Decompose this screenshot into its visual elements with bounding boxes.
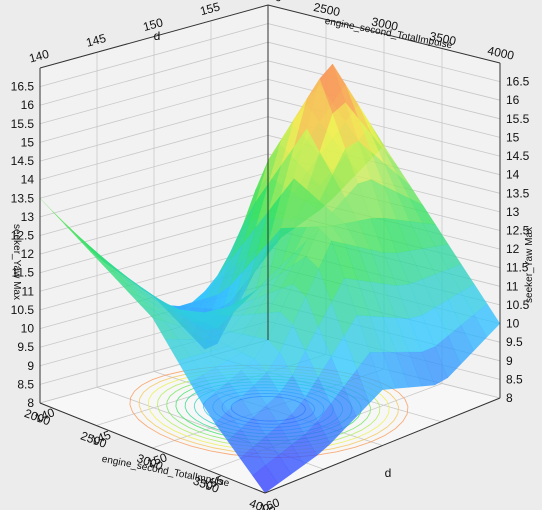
z-tick-label-left: 15 xyxy=(21,135,35,149)
d-tick-label-top: 140 xyxy=(27,47,50,66)
box-edge xyxy=(264,397,501,494)
z-tick-label-right: 8.5 xyxy=(506,372,523,386)
z-tick-label-left: 10.5 xyxy=(11,303,35,317)
z-tick-label-left: 10 xyxy=(21,322,35,336)
box-edge xyxy=(39,4,269,69)
d-axis-label-bottom: d xyxy=(385,466,392,480)
z-tick-label-right: 9.5 xyxy=(506,335,523,349)
z-tick-label-left: 11 xyxy=(22,284,35,298)
z-tick-label-right: 16.5 xyxy=(506,75,530,89)
z-tick-label-left: 8.5 xyxy=(17,377,34,391)
z-tick-label-right: 10.5 xyxy=(506,298,530,312)
z-tick-label-left: 16.5 xyxy=(11,80,35,94)
d-tick-label-top: 150 xyxy=(141,15,164,34)
z-tick-label-left: 16 xyxy=(21,98,35,112)
box-edge xyxy=(39,402,266,494)
z-tick-label-left: 14.5 xyxy=(11,154,35,168)
z-tick-label-right: 14 xyxy=(506,168,520,182)
axis-box-edges xyxy=(39,4,501,494)
z-tick-label-left: 11.5 xyxy=(12,266,35,280)
z-tick-label-right: 9 xyxy=(506,354,513,368)
box-edge xyxy=(267,4,501,64)
impulse-tick-label-top: 3000 xyxy=(370,14,399,33)
impulse-tick-label-top: 2500 xyxy=(312,0,341,19)
tick-labels: 8 8 8.5 8.5 9 9 9.5 9.5 10 10 10.5 10.5 11 11 11.5 11.5… xyxy=(11,0,530,510)
d-tick-label-top: 145 xyxy=(84,31,107,50)
z-tick-label-right: 12 xyxy=(506,242,520,256)
d-tick-label-bottom: 140 xyxy=(33,405,57,425)
z-tick-label-left: 9 xyxy=(27,359,34,373)
z-tick-label-left: 12.5 xyxy=(11,229,35,243)
z-tick-label-right: 15 xyxy=(506,130,520,144)
surface-mesh xyxy=(39,63,501,494)
z-tick-label-left: 9.5 xyxy=(17,340,34,354)
z-tick-label-right: 11 xyxy=(506,279,519,293)
d-tick-label-bottom: 155 xyxy=(202,473,226,493)
impulse-tick-label-top: 3500 xyxy=(428,29,457,48)
d-axis-label-top: d xyxy=(154,29,161,43)
impulse-tick-label-top: 4000 xyxy=(486,43,515,62)
z-tick-label-right: 16 xyxy=(506,93,520,107)
z-tick-label-right: 8 xyxy=(506,391,513,405)
z-tick-label-right: 13.5 xyxy=(506,186,530,200)
d-tick-label-bottom: 145 xyxy=(89,428,113,448)
z-tick-label-left: 13 xyxy=(21,210,35,224)
z-tick-label-right: 13 xyxy=(506,205,520,219)
d-tick-label-top: 155 xyxy=(198,0,221,18)
z-axis-label-right: seeker_Yaw Max xyxy=(524,227,535,303)
z-tick-label-right: 14.5 xyxy=(506,149,530,163)
z-tick-label-right: 12.5 xyxy=(506,224,530,238)
z-tick-label-left: 14 xyxy=(21,173,35,187)
d-tick-label-bottom: 150 xyxy=(145,450,169,470)
z-tick-label-left: 15.5 xyxy=(11,117,35,131)
z-tick-label-right: 15.5 xyxy=(506,112,530,126)
z-tick-label-left: 12 xyxy=(21,247,35,261)
z-tick-label-right: 10 xyxy=(506,317,520,331)
z-tick-label-left: 8 xyxy=(27,396,34,410)
z-tick-label-left: 13.5 xyxy=(11,191,35,205)
z-axis-label-left: seeker_Yaw Max xyxy=(11,224,22,300)
z-tick-label-right: 11.5 xyxy=(506,261,529,275)
